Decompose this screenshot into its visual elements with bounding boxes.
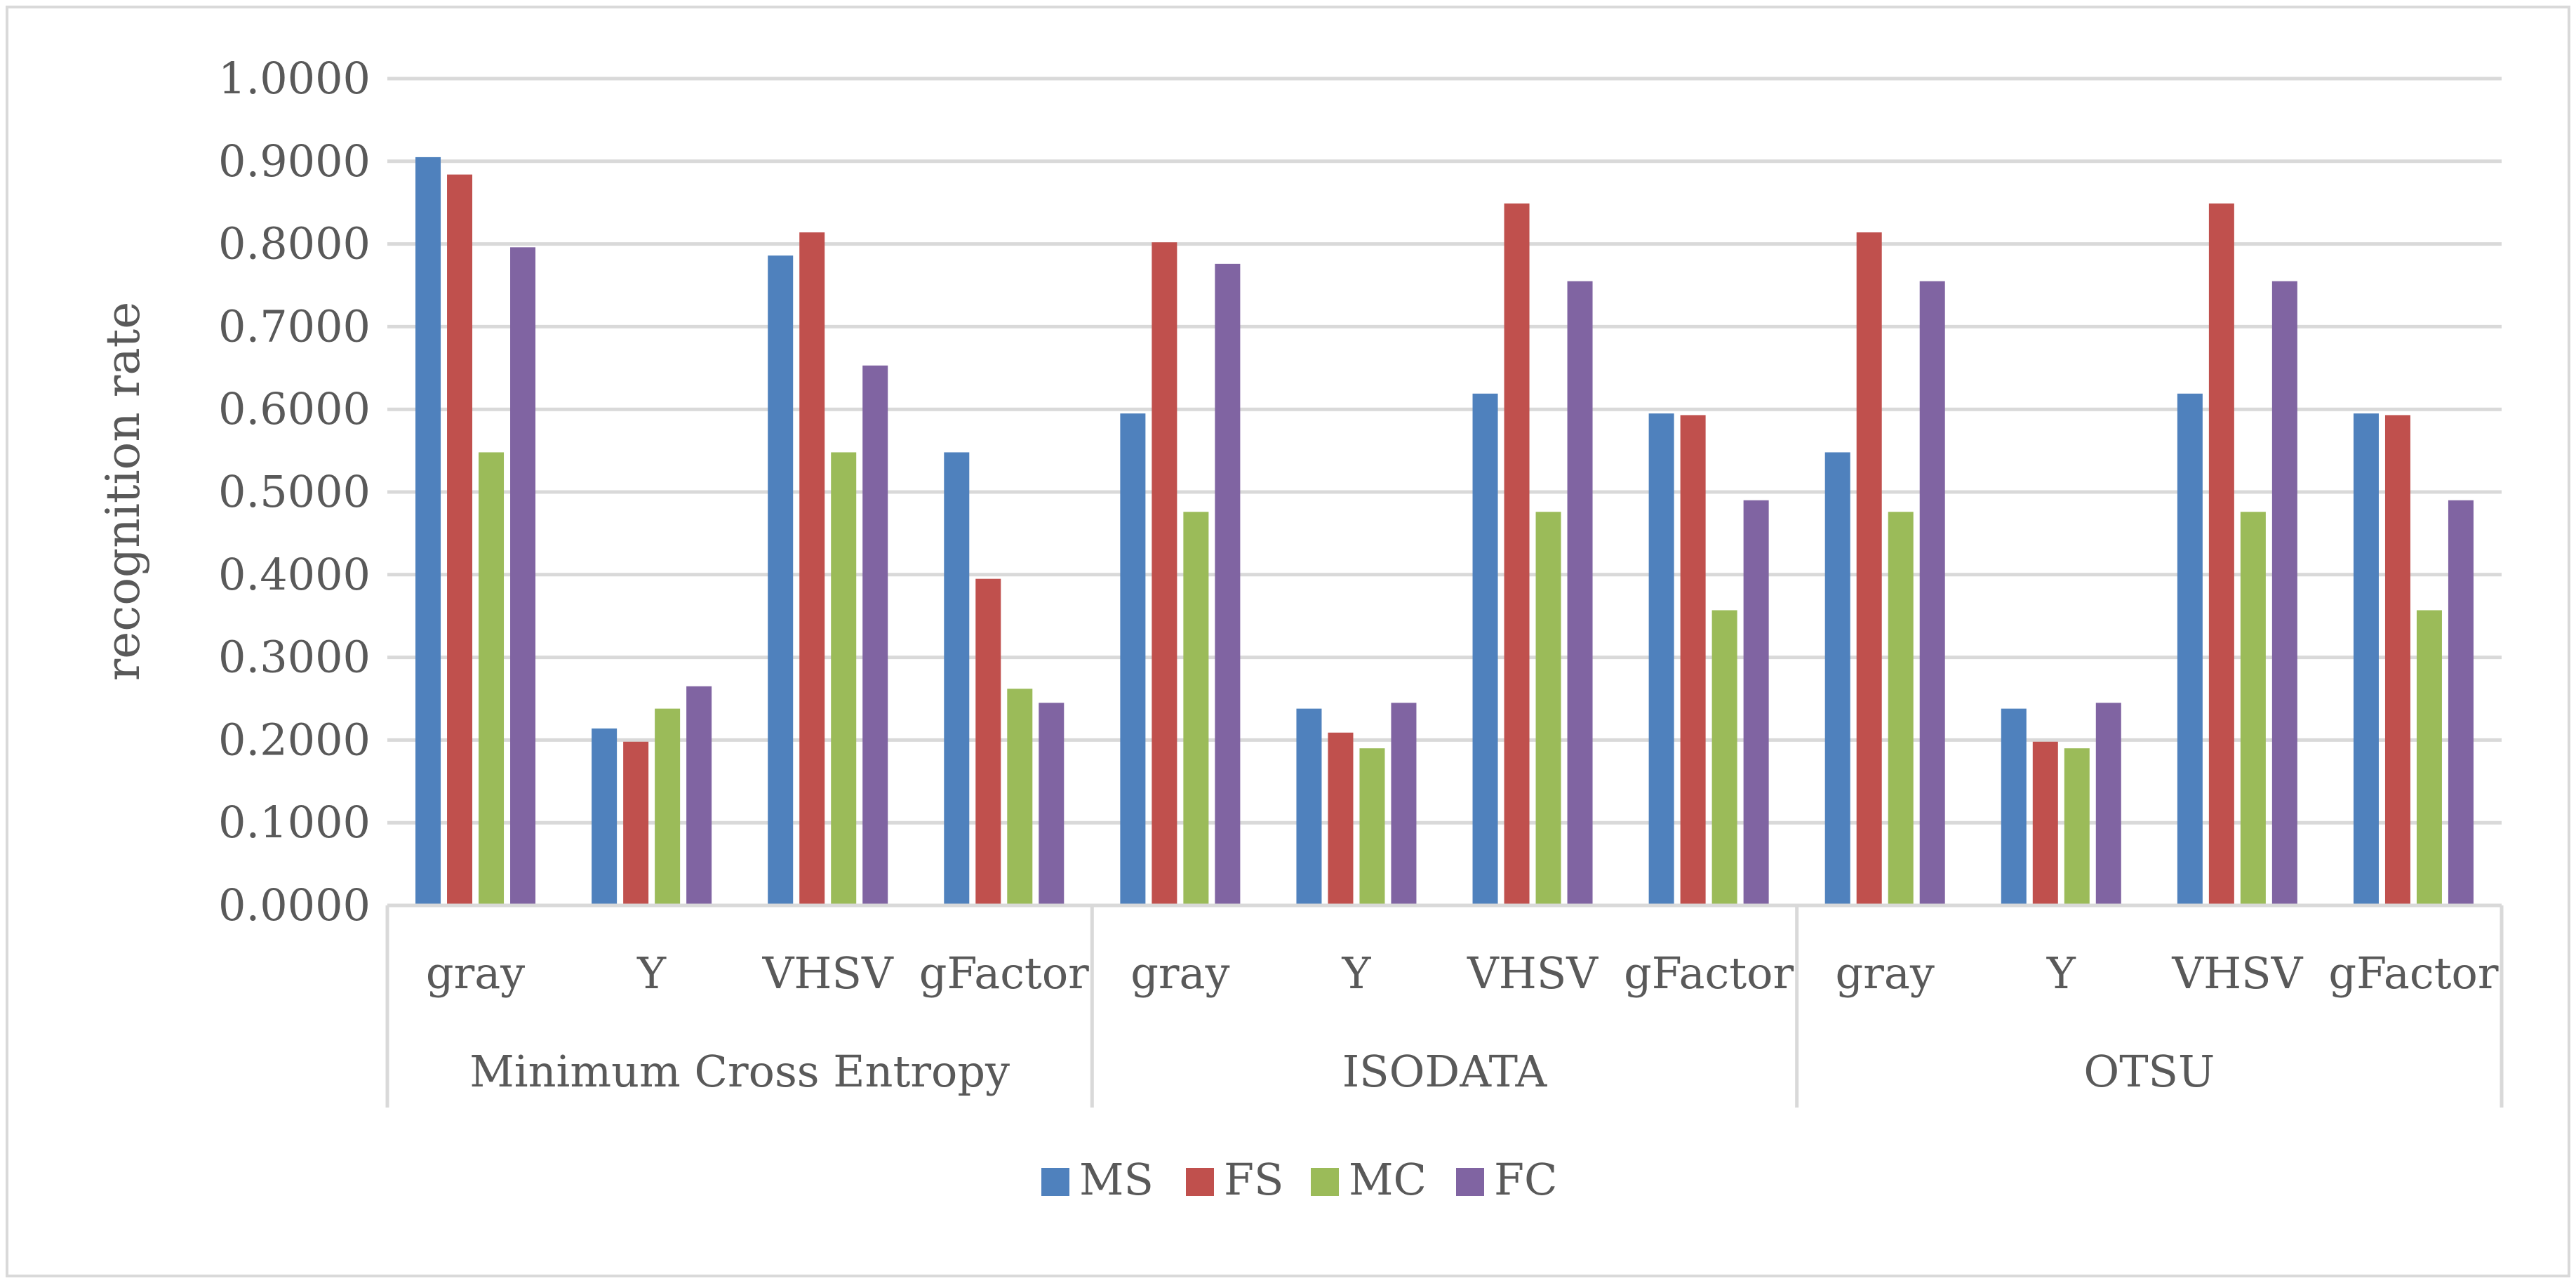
legend-swatch-ms bbox=[1041, 1168, 1069, 1196]
legend-label-fs: FS bbox=[1224, 1154, 1284, 1205]
group-label: Minimum Cross Entropy bbox=[469, 1046, 1010, 1097]
bar-ms bbox=[1824, 452, 1850, 905]
legend-swatch-mc bbox=[1311, 1168, 1339, 1196]
bar-ms bbox=[944, 452, 970, 905]
bar-fs bbox=[2208, 203, 2234, 905]
bar-fc bbox=[1919, 281, 1945, 905]
bar-fc bbox=[1215, 263, 1241, 905]
y-tick-label: 0.2000 bbox=[218, 714, 371, 765]
category-label: gray bbox=[426, 948, 525, 999]
category-label: gray bbox=[1836, 948, 1935, 999]
bar-mc bbox=[2240, 512, 2266, 905]
y-tick-label: 0.9000 bbox=[218, 135, 371, 187]
bar-fs bbox=[623, 741, 649, 905]
bar-mc bbox=[1359, 748, 1385, 905]
bar-fc bbox=[1391, 703, 1417, 905]
y-tick-label: 0.1000 bbox=[218, 797, 371, 848]
bar-mc bbox=[1535, 512, 1561, 905]
category-label: gFactor bbox=[2328, 948, 2498, 999]
bar-mc bbox=[655, 708, 681, 905]
legend-swatch-fc bbox=[1456, 1168, 1484, 1196]
bar-fc bbox=[2271, 281, 2297, 905]
group-label: OTSU bbox=[2083, 1046, 2215, 1097]
category-label: gFactor bbox=[919, 948, 1089, 999]
bar-fs bbox=[2384, 415, 2410, 905]
bar-ms bbox=[1296, 708, 1322, 905]
y-tick-label: 0.0000 bbox=[218, 879, 371, 931]
bar-mc bbox=[1007, 689, 1033, 905]
bar-fs bbox=[799, 232, 825, 905]
bar-fs bbox=[1504, 203, 1530, 905]
bar-fs bbox=[975, 578, 1001, 905]
bar-ms bbox=[2001, 708, 2027, 905]
bar-fc bbox=[510, 247, 536, 905]
category-label: Y bbox=[2046, 948, 2076, 999]
bar-fc bbox=[2095, 703, 2121, 905]
bar-ms bbox=[1472, 393, 1498, 905]
bar-ms bbox=[1648, 413, 1674, 905]
bar-fc bbox=[1567, 281, 1593, 905]
bar-mc bbox=[831, 452, 857, 905]
group-label: ISODATA bbox=[1342, 1046, 1548, 1097]
bar-fc bbox=[2448, 500, 2474, 905]
bar-fs bbox=[1856, 232, 1882, 905]
category-label: Y bbox=[636, 948, 667, 999]
y-tick-label: 0.4000 bbox=[218, 549, 371, 600]
bar-fs bbox=[1680, 415, 1706, 905]
y-tick-label: 0.8000 bbox=[218, 218, 371, 270]
legend-label-mc: MC bbox=[1349, 1154, 1427, 1205]
y-tick-label: 0.7000 bbox=[218, 300, 371, 352]
bar-ms bbox=[592, 728, 618, 905]
bar-fs bbox=[447, 174, 473, 906]
bar-fc bbox=[1743, 500, 1769, 905]
legend-label-fc: FC bbox=[1494, 1154, 1557, 1205]
bar-ms bbox=[768, 255, 794, 905]
y-tick-label: 0.3000 bbox=[218, 632, 371, 683]
bar-fc bbox=[1039, 703, 1065, 905]
bar-ms bbox=[2177, 393, 2203, 905]
category-label: VHSV bbox=[2171, 948, 2303, 999]
y-tick-label: 0.6000 bbox=[218, 383, 371, 434]
bar-fs bbox=[2032, 741, 2058, 905]
category-label: Y bbox=[1341, 948, 1371, 999]
category-label: VHSV bbox=[1467, 948, 1599, 999]
bar-mc bbox=[1888, 512, 1914, 905]
bar-fc bbox=[686, 686, 712, 905]
bar-mc bbox=[2416, 610, 2442, 905]
bar-fs bbox=[1328, 732, 1354, 905]
legend-swatch-fs bbox=[1186, 1168, 1214, 1196]
bar-mc bbox=[1183, 512, 1209, 905]
bar-mc bbox=[2064, 748, 2090, 905]
category-label: gray bbox=[1130, 948, 1229, 999]
bar-ms bbox=[2353, 413, 2379, 905]
bar-mc bbox=[479, 452, 505, 905]
y-tick-label: 1.0000 bbox=[218, 53, 371, 104]
bar-ms bbox=[415, 157, 441, 905]
bar-mc bbox=[1711, 610, 1737, 905]
y-axis-title: recognition rate bbox=[96, 302, 150, 682]
legend-label-ms: MS bbox=[1079, 1154, 1154, 1205]
bar-fc bbox=[862, 365, 888, 905]
category-label: VHSV bbox=[762, 948, 894, 999]
y-tick-label: 0.5000 bbox=[218, 466, 371, 517]
bar-ms bbox=[1120, 413, 1146, 905]
bar-fs bbox=[1152, 242, 1177, 905]
category-label: gFactor bbox=[1624, 948, 1794, 999]
